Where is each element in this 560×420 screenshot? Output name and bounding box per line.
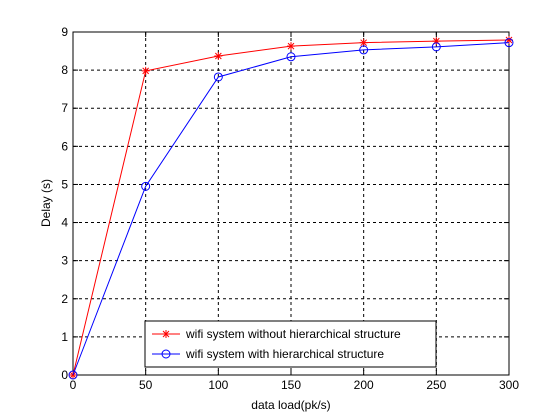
y-tick-label: 8 bbox=[61, 63, 68, 77]
y-tick-label: 5 bbox=[61, 177, 68, 191]
y-tick-label: 4 bbox=[61, 216, 68, 230]
data-series bbox=[68, 36, 514, 380]
y-tick-label: 2 bbox=[61, 292, 68, 306]
x-tick-label: 200 bbox=[354, 378, 374, 392]
legend-label-2: wifi system with hierarchical structure bbox=[185, 347, 384, 361]
data-point-2 bbox=[359, 45, 369, 55]
x-tick-label: 250 bbox=[426, 378, 446, 392]
plot-area bbox=[73, 32, 509, 375]
legend-marker-1 bbox=[162, 330, 170, 338]
y-tick-label: 3 bbox=[61, 254, 68, 268]
legend-label-1: wifi system without hierarchical structu… bbox=[185, 327, 401, 341]
series-line-2 bbox=[72, 42, 510, 376]
data-point-1 bbox=[287, 42, 295, 51]
data-point-2 bbox=[286, 52, 296, 62]
x-tick-label: 100 bbox=[208, 378, 228, 392]
y-tick-label: 1 bbox=[61, 330, 68, 344]
y-tick-label: 7 bbox=[61, 101, 68, 115]
y-axis-label: Delay (s) bbox=[39, 179, 53, 227]
legend-box bbox=[144, 320, 437, 368]
legend: wifi system without hierarchical structu… bbox=[144, 320, 437, 368]
data-point-1 bbox=[214, 52, 223, 61]
data-point-1 bbox=[141, 66, 150, 75]
x-tick-label: 150 bbox=[281, 378, 301, 392]
x-tick-label: 50 bbox=[139, 378, 153, 392]
x-tick-label: 300 bbox=[499, 378, 519, 392]
data-point-2 bbox=[213, 72, 223, 82]
data-point-2 bbox=[504, 38, 514, 48]
data-point-2 bbox=[431, 42, 441, 52]
y-tick-label: 6 bbox=[61, 139, 68, 153]
data-point-1 bbox=[359, 38, 368, 47]
y-tick-label: 9 bbox=[61, 25, 68, 39]
y-tick-label: 0 bbox=[61, 368, 68, 382]
axis-ticks: 0 50 100 150 200 250 300 0 1 2 3 4 5 6 7 8 9 bbox=[61, 25, 519, 392]
x-tick-label: 0 bbox=[70, 378, 77, 392]
data-point-2 bbox=[68, 370, 78, 380]
x-axis-label: data load(pk/s) bbox=[251, 398, 330, 412]
data-point-2 bbox=[141, 181, 151, 191]
legend-marker-2 bbox=[161, 349, 171, 359]
